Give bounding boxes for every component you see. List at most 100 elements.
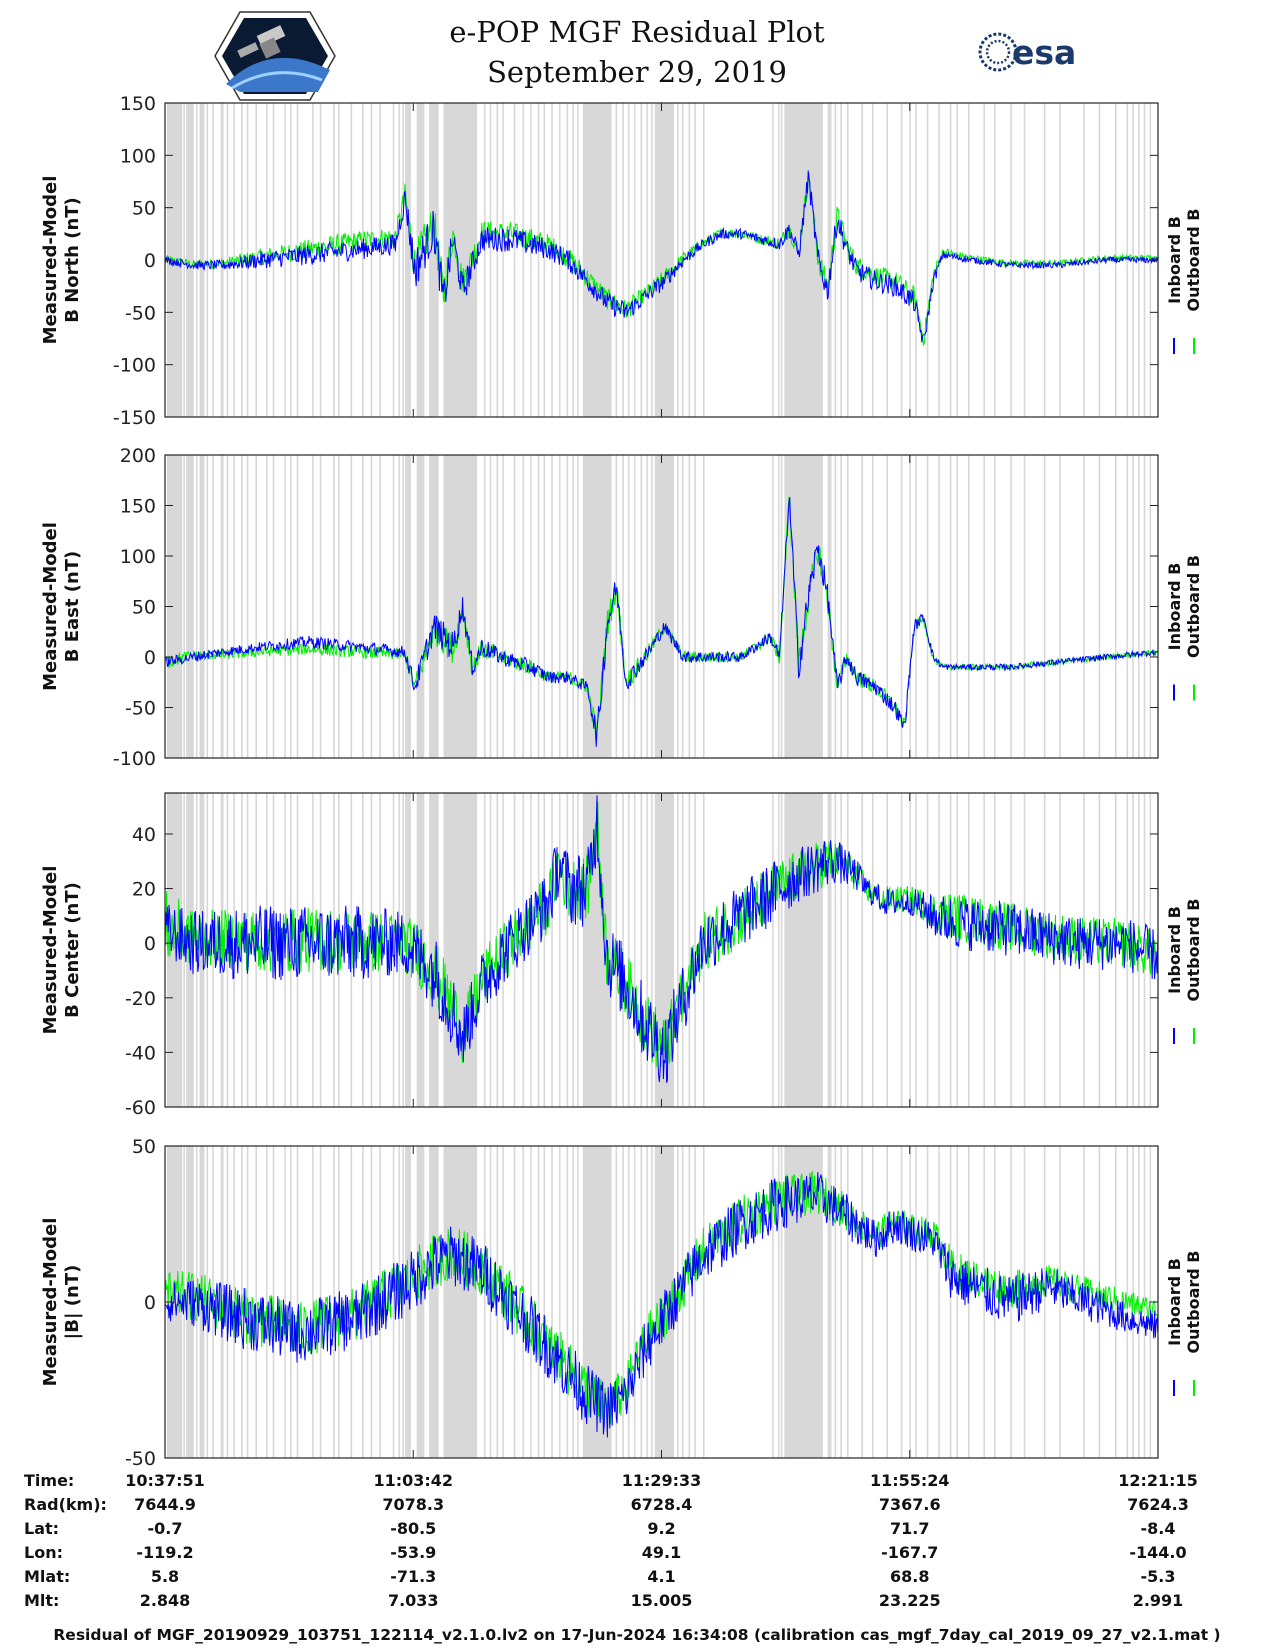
legend: Inboard B Outboard B [1165,899,1203,1044]
legend: Inboard B Outboard B [1165,1251,1203,1396]
gap-band [429,455,439,758]
panel-2: 200 150 100 50 0 -50 -100 Measured-ModelB East … [40,445,1203,770]
time-table-row-label: Time: [24,1471,74,1490]
legend-outboard-label: Outboard B [1184,899,1203,1002]
legend-outboard-label: Outboard B [1184,555,1203,658]
time-table: Time: Rad(km): Lat: Lon: Mlat: Mlt: 10:37:51 76… [24,1471,1198,1610]
time-table-row-label: Lon: [24,1543,63,1562]
legend: Inboard B Outboard B [1165,209,1203,354]
y-tick-label: -40 [125,1042,156,1064]
panel-3: 40 20 0 -20 -40 -60 Measured-ModelB Center (nT… [40,792,1203,1119]
gap-band [199,103,205,417]
gap-band [827,1146,832,1458]
title-line-2: September 29, 2019 [487,55,787,89]
time-table-row-label: Mlat: [24,1567,70,1586]
time-table-cell: 10:37:51 [125,1471,205,1490]
time-table-row-label: Mlt: [24,1591,59,1610]
y-tick-label: -50 [125,698,156,720]
y-tick-label: 0 [144,250,156,272]
series-inboard [164,497,1158,747]
time-table-row-label: Rad(km): [24,1495,107,1514]
panels: 150 100 50 0 -50 -100 -150 Measured-ModelB Nort… [40,93,1203,1470]
legend: Inboard B Outboard B [1165,555,1203,701]
y-tick-label: 0 [144,647,156,669]
time-table-cell: 7644.9 [134,1495,196,1514]
time-table-cell: 7078.3 [382,1495,444,1514]
time-table-cell: 15.005 [631,1591,693,1610]
y-axis-label: Measured-Model|B| (nT) [40,1218,83,1387]
gap-band [166,1146,183,1458]
panel-4: 50 0 -50 Measured-Model|B| (nT) Inboard B Out… [40,1136,1203,1470]
time-table-cell: -53.9 [390,1543,436,1562]
y-tick-label: 100 [120,145,156,167]
gap-band [443,1146,478,1458]
time-table-cell: 6728.4 [631,1495,693,1514]
gap-band [582,103,612,417]
time-table-cell: 11:03:42 [373,1471,453,1490]
series-inboard [164,170,1159,343]
series-inboard [164,1172,1159,1438]
gap-band [405,793,411,1107]
gap-band [654,103,674,417]
time-table-cell: 11:29:33 [622,1471,702,1490]
time-table-cell: 23.225 [879,1591,941,1610]
gap-band [784,455,823,758]
y-tick-label: 150 [120,93,156,115]
y-tick-label: 40 [132,824,156,846]
y-tick-label: 0 [144,933,156,955]
y-tick-label: -100 [113,748,156,770]
time-table-cell: 68.8 [890,1567,929,1586]
y-tick-label: 50 [132,198,156,220]
gap-band [443,793,478,1107]
gap-band [429,793,439,1107]
time-table-row-label: Lat: [24,1519,59,1538]
y-axis-label: Measured-ModelB East (nT) [40,522,83,691]
time-table-cell: -8.4 [1141,1519,1176,1538]
gap-band [416,455,425,758]
time-table-cell: 7.033 [388,1591,439,1610]
y-tick-label: 20 [132,879,156,901]
gap-band [186,103,194,417]
gap-band [784,793,823,1107]
y-tick-label: -20 [125,988,156,1010]
y-tick-label: 50 [132,597,156,619]
mission-logo [214,11,336,101]
time-table-cell: -119.2 [136,1543,193,1562]
y-tick-label: 150 [120,496,156,518]
gap-band [186,455,194,758]
y-axis-label: Measured-ModelB North (nT) [40,176,83,345]
time-table-cell: 7367.6 [879,1495,941,1514]
gap-band [405,103,411,417]
time-table-cell: 2.848 [140,1591,191,1610]
gap-band [429,103,439,417]
time-table-cell: 9.2 [647,1519,675,1538]
time-table-cell: 11:55:24 [870,1471,950,1490]
time-table-cell: -5.3 [1141,1567,1176,1586]
gap-band [199,455,205,758]
y-tick-label: 0 [144,1292,156,1314]
gap-band [166,793,183,1107]
time-table-cell: 71.7 [890,1519,929,1538]
time-table-cell: -144.0 [1129,1543,1186,1562]
y-axis-label: Measured-ModelB Center (nT) [40,866,83,1035]
gap-band [166,455,183,758]
gap-band [405,455,411,758]
footer-caption: Residual of MGF_20190929_103751_122114_v… [53,1626,1220,1644]
esa-logo: esa [978,32,1076,72]
time-table-cell: 12:21:15 [1118,1471,1198,1490]
legend-outboard-label: Outboard B [1184,209,1203,312]
esa-logo-text: esa [1012,33,1076,72]
series-inboard [164,795,1159,1083]
time-table-cell: 4.1 [647,1567,675,1586]
y-tick-label: -150 [113,407,156,429]
time-table-cell: 5.8 [151,1567,179,1586]
time-table-cell: -0.7 [148,1519,183,1538]
y-tick-label: -50 [125,1448,156,1470]
time-table-cell: -71.3 [390,1567,436,1586]
y-tick-label: 50 [132,1136,156,1158]
time-table-cell: 7624.3 [1127,1495,1189,1514]
legend-inboard-label: Inboard B [1165,906,1184,994]
legend-outboard-label: Outboard B [1184,1251,1203,1354]
legend-inboard-label: Inboard B [1165,563,1184,651]
